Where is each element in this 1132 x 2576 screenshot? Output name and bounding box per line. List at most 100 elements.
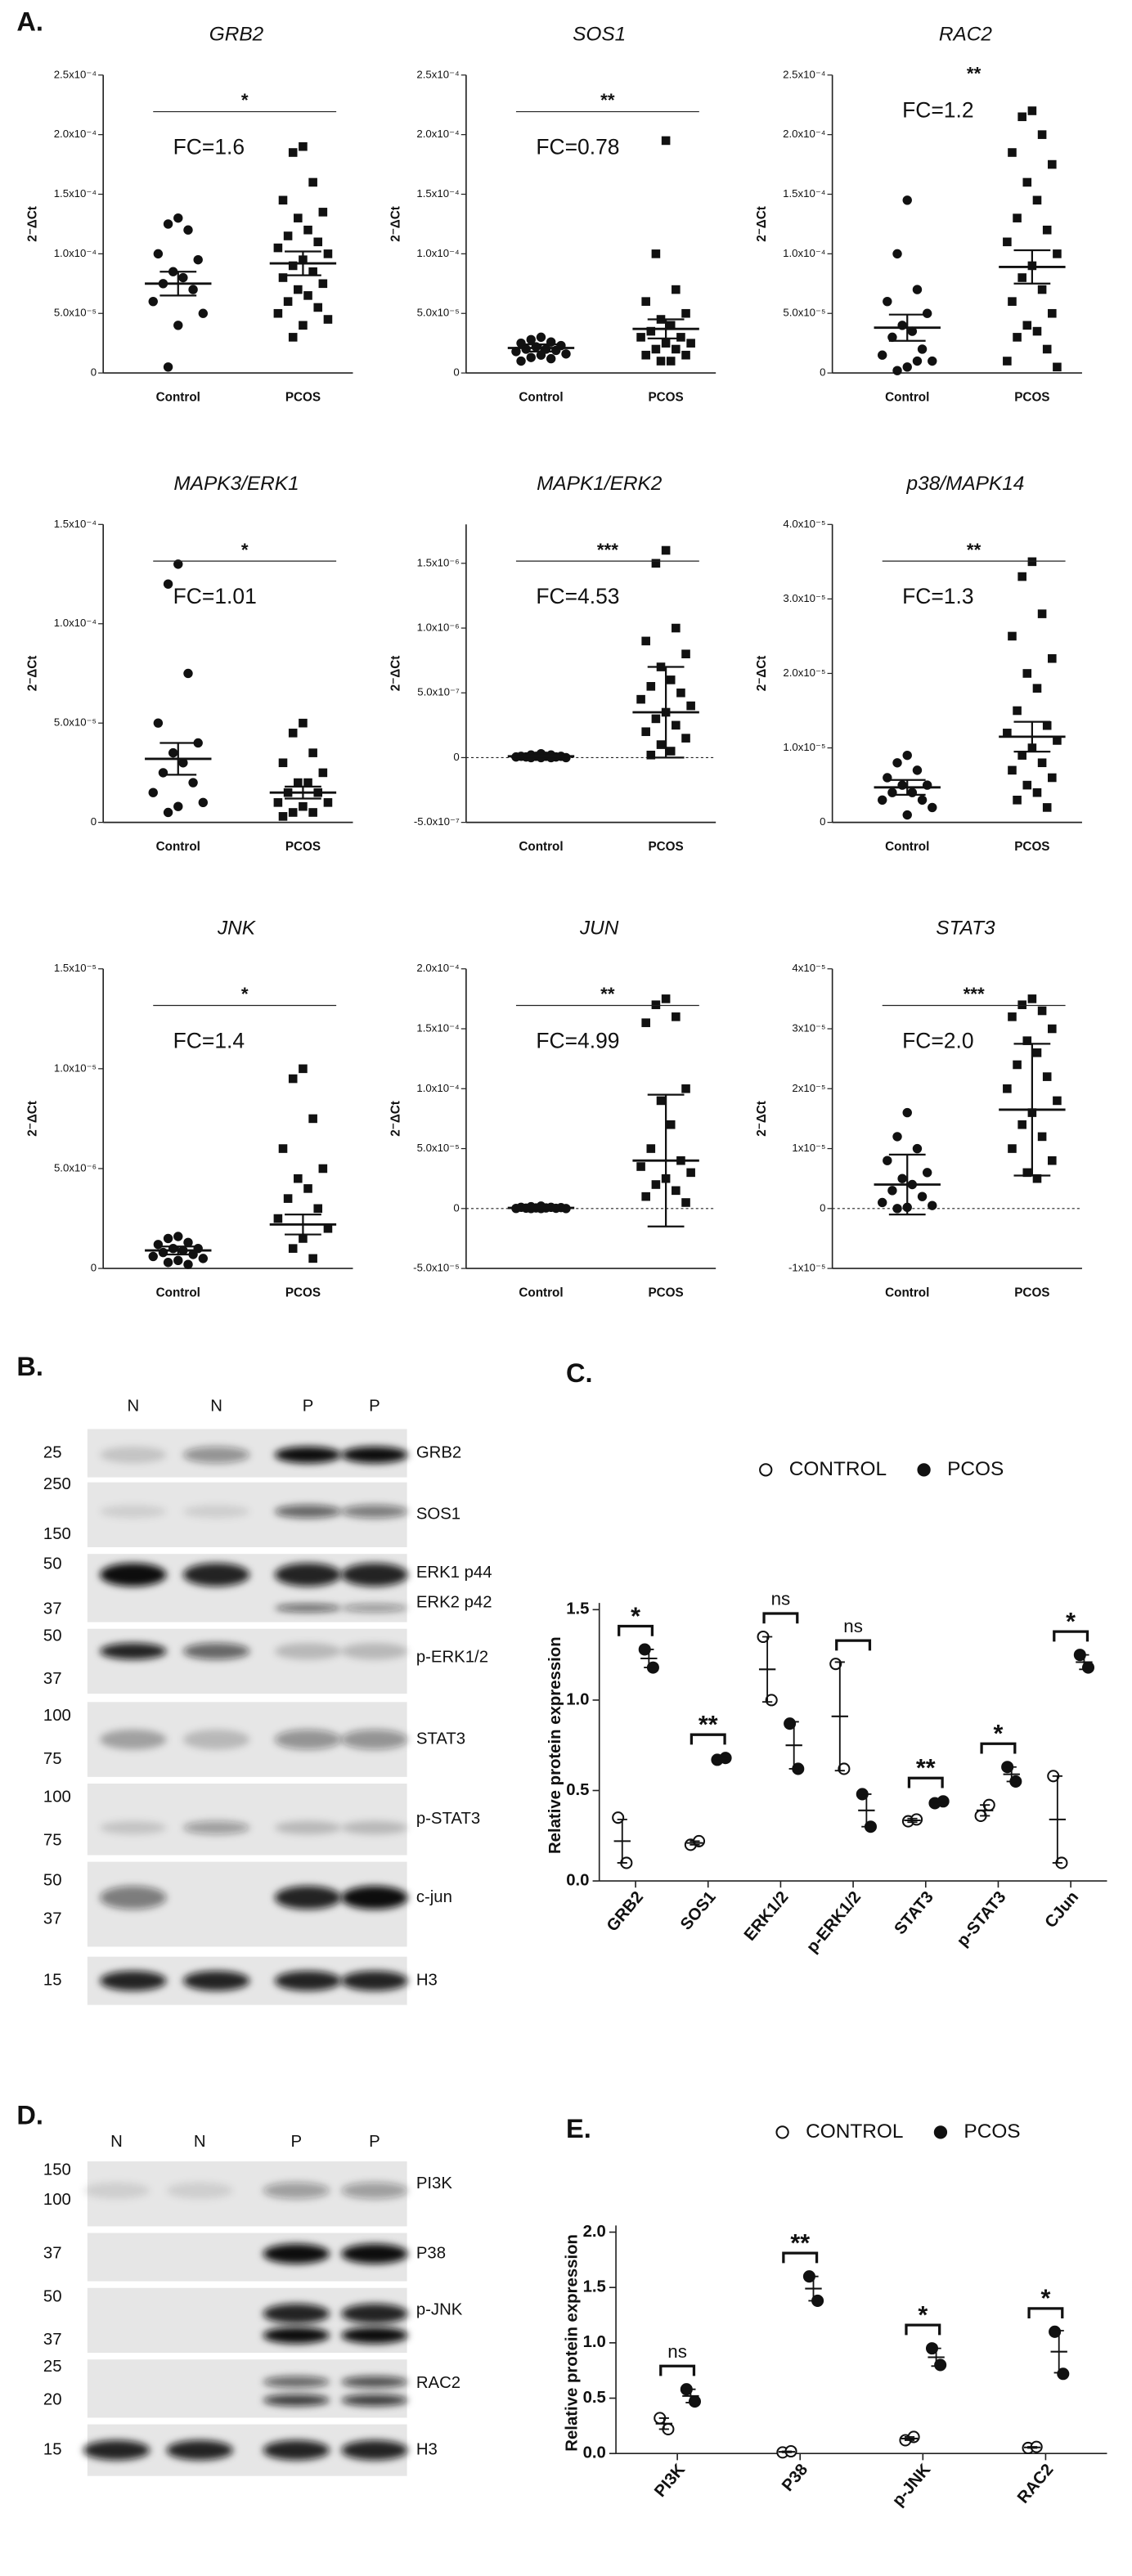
data-point [1032, 788, 1042, 797]
y-tick-label: 2.0 [583, 2223, 606, 2241]
data-point [308, 808, 317, 817]
data-point [887, 1186, 897, 1196]
data-point [1003, 729, 1012, 738]
data-point [641, 297, 650, 306]
y-axis-label: 2⁻ΔCt [755, 1101, 769, 1137]
data-point [299, 718, 308, 728]
data-point [1017, 751, 1026, 760]
x-tick-label: PCOS [649, 1286, 684, 1300]
data-point [198, 308, 209, 318]
y-tick-label: 3x10⁻⁵ [792, 1022, 825, 1034]
y-axis-label: 2⁻ΔCt [755, 656, 769, 692]
data-point [1013, 796, 1022, 805]
lane-label: P [303, 1397, 314, 1415]
significance-label: ** [967, 64, 982, 84]
data-point [928, 356, 937, 366]
y-tick-label: 2x10⁻⁵ [792, 1082, 825, 1094]
data-point [928, 802, 937, 813]
protein-label: STAT3 [416, 1730, 465, 1748]
significance-label: * [1040, 2285, 1050, 2313]
lane-label: N [210, 1397, 222, 1415]
blot-band [341, 1446, 408, 1464]
blot-band [263, 2243, 330, 2264]
y-axis-label: 2⁻ΔCt [26, 1101, 40, 1137]
x-tick-label: PI3K [651, 2461, 689, 2501]
marker-label: 50 [43, 2287, 62, 2305]
panel-label: E. [566, 2114, 591, 2143]
legend-marker [759, 1463, 773, 1477]
data-point [173, 801, 183, 811]
y-tick-label: 1.0x10⁻⁴ [783, 247, 826, 259]
data-point [646, 1144, 656, 1153]
data-point [672, 344, 681, 354]
data-point [288, 1244, 298, 1253]
data-point [273, 1214, 283, 1223]
blot-band [341, 1643, 408, 1660]
x-tick-label: ERK1/2 [741, 1888, 793, 1945]
marker-label: 15 [43, 2441, 62, 2459]
data-point [283, 1194, 293, 1203]
data-point [646, 326, 656, 336]
data-point [153, 249, 164, 259]
data-point [1027, 557, 1037, 567]
legend-marker [775, 2125, 789, 2139]
significance-label: * [1066, 1608, 1076, 1636]
data-point [1048, 159, 1057, 169]
data-point [912, 765, 923, 775]
data-point [892, 758, 902, 768]
y-tick-label: 1.0x10⁻⁴ [416, 1082, 460, 1094]
significance-label: *** [964, 984, 985, 1004]
significance-bracket [1027, 2307, 1064, 2319]
data-point [163, 1258, 173, 1268]
data-point [1022, 177, 1032, 187]
marker-label: 15 [43, 1972, 62, 1990]
data-point [612, 1811, 625, 1824]
data-point [1008, 631, 1017, 641]
chart-title: GRB2 [209, 23, 264, 45]
significance-label: * [241, 984, 249, 1004]
data-point [641, 636, 650, 646]
data-point [878, 350, 887, 360]
data-point [1053, 249, 1062, 258]
annotation: FC=1.4 [173, 1028, 245, 1052]
blot-strip [85, 1627, 409, 1696]
error-bar [658, 2417, 669, 2430]
significance-label: ** [916, 1754, 936, 1782]
y-tick-label: 2.0x10⁻⁵ [783, 666, 825, 679]
data-point [183, 1237, 193, 1248]
blot-band [100, 1563, 167, 1586]
marker-label: 37 [43, 1600, 62, 1618]
error-bar [1053, 2330, 1064, 2374]
blot-band [263, 2182, 330, 2199]
data-point [173, 213, 183, 223]
data-point [765, 1694, 778, 1707]
data-point [173, 321, 183, 330]
blot-band [341, 1604, 408, 1613]
data-point [672, 285, 681, 294]
blot-band [341, 2243, 408, 2264]
data-point [303, 291, 312, 300]
data-point [183, 1259, 193, 1269]
blot-band [100, 1643, 167, 1660]
data-point [651, 714, 661, 724]
data-point [1008, 148, 1017, 157]
data-point [646, 750, 656, 760]
data-point [676, 333, 685, 342]
data-point [153, 1240, 164, 1250]
annotation: FC=4.99 [536, 1028, 619, 1052]
x-tick-label: CJun [1042, 1888, 1083, 1932]
y-tick-label: 4x10⁻⁵ [792, 962, 825, 974]
data-point [784, 1717, 797, 1730]
blot-band [341, 1729, 408, 1750]
chart-title: MAPK3/ERK1 [173, 473, 299, 495]
y-tick-label: 0 [91, 1262, 97, 1274]
data-point [158, 1247, 168, 1258]
legend-marker [933, 2125, 948, 2139]
error-bar [644, 1649, 654, 1669]
data-point [661, 339, 671, 348]
data-point [661, 545, 671, 555]
blot-strip [85, 2358, 409, 2420]
data-point [148, 296, 158, 307]
data-point [303, 778, 312, 788]
data-point [183, 668, 193, 679]
